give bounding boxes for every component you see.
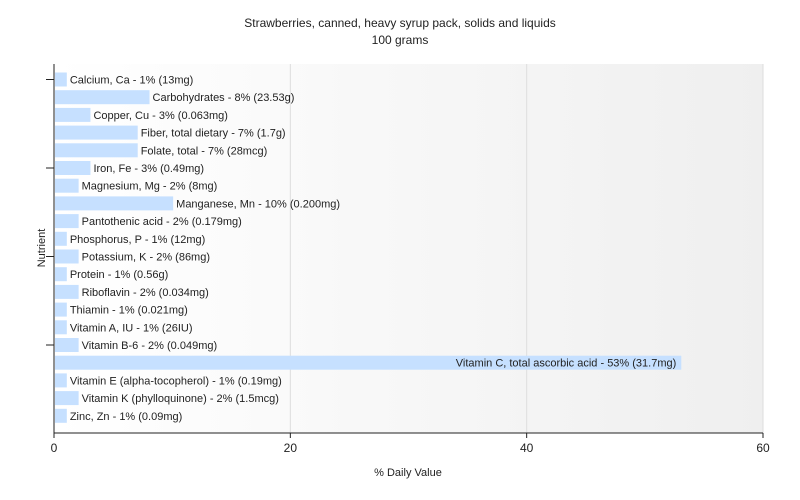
bars-group	[55, 72, 682, 423]
data-label: Folate, total - 7% (28mcg)	[141, 145, 268, 157]
data-label: Potassium, K - 2% (86mg)	[82, 252, 210, 264]
data-label: Protein - 1% (0.56g)	[70, 269, 168, 281]
x-tick-label: 0	[51, 441, 58, 455]
bar	[55, 161, 91, 175]
data-label: Magnesium, Mg - 2% (8mg)	[82, 181, 218, 193]
x-axis-title: % Daily Value	[374, 467, 442, 479]
x-tick-label: 60	[756, 441, 770, 455]
plot-background	[54, 64, 763, 433]
data-label: Calcium, Ca - 1% (13mg)	[70, 75, 193, 87]
y-axis-title: Nutrient	[36, 229, 48, 268]
data-label: Carbohydrates - 8% (23.53g)	[153, 92, 295, 104]
bar-labels-group: Calcium, Ca - 1% (13mg) Carbohydrates - 8…	[70, 75, 676, 423]
data-label: Vitamin E (alpha-tocopherol) - 1% (0.19m…	[70, 375, 282, 387]
data-label: Vitamin C, total ascorbic acid - 53% (31…	[456, 358, 677, 370]
bar	[55, 267, 67, 282]
data-label: Fiber, total dietary - 7% (1.7g)	[141, 128, 286, 140]
bar	[55, 178, 79, 193]
bar	[55, 302, 67, 317]
bar	[55, 373, 67, 388]
bar	[55, 214, 79, 229]
data-label: Manganese, Mn - 10% (0.200mg)	[176, 198, 340, 210]
x-tick-label: 20	[284, 441, 298, 455]
data-label: Vitamin A, IU - 1% (26IU)	[70, 322, 193, 334]
data-label: Zinc, Zn - 1% (0.09mg)	[70, 411, 182, 423]
bar	[55, 338, 79, 352]
data-label: Thiamin - 1% (0.021mg)	[70, 305, 188, 317]
data-label: Vitamin B-6 - 2% (0.049mg)	[82, 340, 218, 352]
data-label: Copper, Cu - 3% (0.063mg)	[93, 110, 228, 122]
data-label: Vitamin K (phylloquinone) - 2% (1.5mcg)	[82, 393, 279, 405]
bar	[55, 143, 138, 158]
axes-group	[46, 64, 764, 438]
x-tick-labels: 0 20 40 60	[51, 441, 770, 455]
bar	[55, 90, 150, 105]
data-label: Riboflavin - 2% (0.034mg)	[82, 287, 209, 299]
bar	[55, 320, 67, 335]
bar	[55, 231, 67, 246]
bar	[55, 249, 79, 264]
bar	[55, 107, 91, 122]
bar	[55, 355, 682, 370]
data-label: Phosphorus, P - 1% (12mg)	[70, 234, 206, 246]
chart-subtitle: 100 grams	[372, 33, 429, 47]
x-tick-label: 40	[520, 441, 534, 455]
data-label: Pantothenic acid - 2% (0.179mg)	[82, 216, 242, 228]
bar	[55, 196, 174, 211]
bar	[55, 284, 79, 299]
chart-title: Strawberries, canned, heavy syrup pack, …	[244, 16, 556, 30]
bar	[55, 408, 67, 423]
bar	[55, 391, 79, 406]
bar	[55, 72, 67, 87]
bar	[55, 125, 138, 140]
grid-lines	[289, 64, 764, 433]
data-label: Iron, Fe - 3% (0.49mg)	[93, 163, 204, 175]
